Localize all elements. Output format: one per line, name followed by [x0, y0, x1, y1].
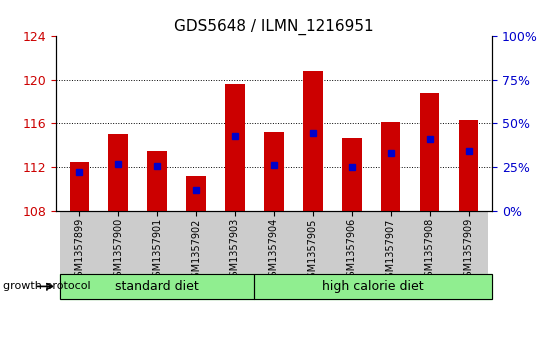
Text: growth protocol: growth protocol: [3, 281, 91, 291]
Bar: [225, 84, 245, 211]
Bar: [342, 138, 362, 211]
Bar: [148, 151, 167, 211]
Bar: [69, 162, 89, 211]
Bar: [420, 93, 439, 211]
Bar: [264, 132, 283, 211]
Text: high calorie diet: high calorie diet: [323, 280, 424, 293]
Title: GDS5648 / ILMN_1216951: GDS5648 / ILMN_1216951: [174, 19, 374, 35]
Bar: [186, 176, 206, 211]
Bar: [108, 134, 128, 211]
Bar: [381, 122, 400, 211]
Bar: [459, 120, 479, 211]
Text: standard diet: standard diet: [115, 280, 199, 293]
Bar: [303, 71, 323, 211]
